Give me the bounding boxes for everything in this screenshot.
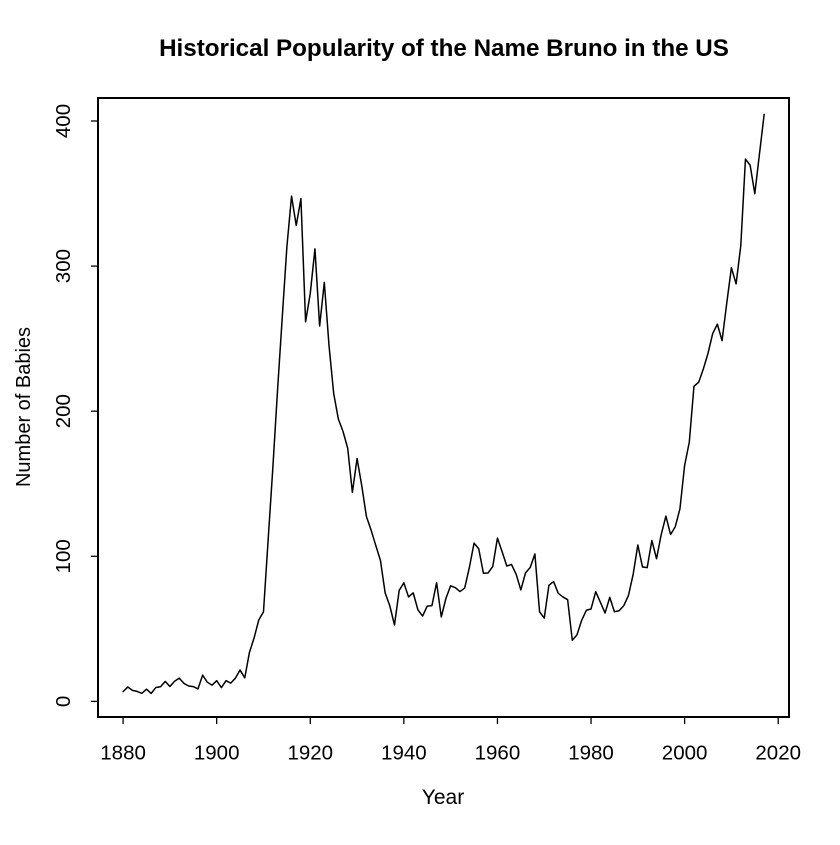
svg-text:1960: 1960 — [475, 742, 521, 765]
svg-text:2020: 2020 — [755, 742, 801, 765]
svg-text:1880: 1880 — [100, 742, 146, 765]
svg-text:2000: 2000 — [662, 742, 708, 765]
svg-text:300: 300 — [52, 249, 75, 283]
svg-text:400: 400 — [52, 104, 75, 138]
svg-text:100: 100 — [52, 539, 75, 573]
svg-text:Historical Popularity of the N: Historical Popularity of the Name Bruno … — [159, 35, 729, 62]
svg-text:Number of Babies: Number of Babies — [13, 327, 35, 487]
svg-text:1940: 1940 — [381, 742, 427, 765]
svg-text:0: 0 — [52, 696, 75, 707]
svg-text:1920: 1920 — [287, 742, 333, 765]
svg-text:1900: 1900 — [194, 742, 240, 765]
svg-text:Year: Year — [422, 786, 464, 809]
svg-text:200: 200 — [52, 394, 75, 428]
svg-text:1980: 1980 — [568, 742, 614, 765]
